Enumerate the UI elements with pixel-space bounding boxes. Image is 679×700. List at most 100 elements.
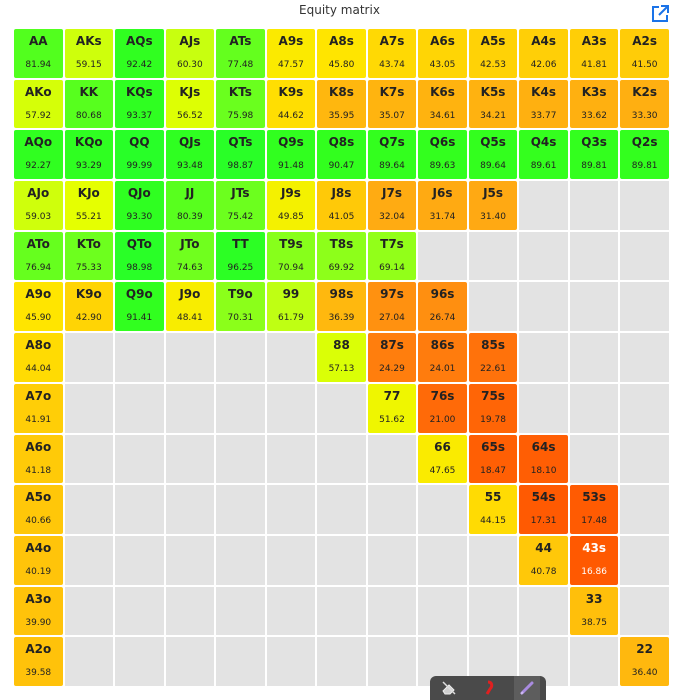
hand-cell[interactable]: 75s 19.78 bbox=[467, 382, 519, 434]
hand-cell[interactable]: 86s 24.01 bbox=[417, 332, 468, 383]
hand-cell[interactable]: AJo 59.03 bbox=[13, 180, 64, 231]
hand-cell[interactable]: 22 36.40 bbox=[619, 636, 670, 687]
hand-cell[interactable]: QJo 93.30 bbox=[114, 180, 165, 231]
hand-cell[interactable]: 64s 18.10 bbox=[518, 433, 569, 485]
hand-cell[interactable]: K8s 35.95 bbox=[316, 78, 367, 130]
hand-cell[interactable]: J9s 49.85 bbox=[265, 180, 317, 231]
hand-cell[interactable]: KQo 93.29 bbox=[63, 129, 115, 181]
hand-cell[interactable]: J6s 31.74 bbox=[417, 180, 468, 231]
eraser-button[interactable] bbox=[436, 676, 462, 700]
hand-cell[interactable]: T8s 69.92 bbox=[316, 230, 367, 282]
hand-cell[interactable]: Q2s 89.81 bbox=[619, 129, 670, 181]
hand-cell[interactable]: Q6s 89.63 bbox=[417, 129, 468, 181]
hand-cell[interactable]: A9s 47.57 bbox=[265, 28, 317, 79]
hand-cell[interactable]: AQo 92.27 bbox=[13, 129, 64, 181]
hand-cell[interactable]: AKs 59.15 bbox=[63, 28, 115, 79]
hand-cell[interactable]: T7s 69.14 bbox=[366, 230, 418, 282]
hand-cell[interactable]: A3s 41.81 bbox=[568, 28, 620, 79]
highlighter-button[interactable] bbox=[475, 676, 501, 700]
hand-cell[interactable]: A2s 41.50 bbox=[619, 28, 670, 79]
hand-cell[interactable]: ATs 77.48 bbox=[215, 28, 266, 79]
hand-cell[interactable]: Q4s 89.61 bbox=[518, 129, 569, 181]
hand-cell[interactable]: Q9s 91.48 bbox=[265, 129, 317, 181]
hand-cell[interactable]: K5s 34.21 bbox=[467, 78, 519, 130]
hand-cell[interactable]: 97s 27.04 bbox=[366, 281, 418, 333]
hand-cell[interactable]: J8s 41.05 bbox=[316, 180, 367, 231]
hand-cell[interactable]: KK 80.68 bbox=[63, 78, 115, 130]
hand-cell[interactable]: KQs 93.37 bbox=[114, 78, 165, 130]
hand-cell[interactable]: 66 47.65 bbox=[417, 433, 468, 485]
hand-cell[interactable]: 65s 18.47 bbox=[467, 433, 519, 485]
hand-cell[interactable]: K3s 33.62 bbox=[568, 78, 620, 130]
hand-cell[interactable]: QQ 99.99 bbox=[114, 129, 165, 181]
hand-cell[interactable]: 33 38.75 bbox=[568, 585, 620, 637]
hand-cell[interactable]: T9o 70.31 bbox=[215, 281, 266, 333]
hand-cell[interactable]: 88 57.13 bbox=[316, 332, 367, 383]
hand-cell[interactable]: KJo 55.21 bbox=[63, 180, 115, 231]
hand-cell[interactable]: QTs 98.87 bbox=[215, 129, 266, 181]
hand-cell[interactable]: 99 61.79 bbox=[265, 281, 317, 333]
hand-cell[interactable]: ATo 76.94 bbox=[13, 230, 64, 282]
hand-cell[interactable]: K6s 34.61 bbox=[417, 78, 468, 130]
hand-label: 76s bbox=[430, 388, 455, 403]
hand-cell[interactable]: T9s 70.94 bbox=[265, 230, 317, 282]
hand-cell[interactable]: 85s 22.61 bbox=[467, 332, 519, 383]
empty-cell bbox=[568, 433, 620, 485]
hand-cell[interactable]: Q5s 89.64 bbox=[467, 129, 519, 181]
empty-cell bbox=[568, 230, 620, 282]
hand-cell[interactable]: Q9o 91.41 bbox=[114, 281, 165, 333]
hand-cell[interactable]: A2o 39.58 bbox=[13, 636, 64, 687]
hand-cell[interactable]: J5s 31.40 bbox=[467, 180, 519, 231]
hand-cell[interactable]: A4s 42.06 bbox=[518, 28, 569, 79]
hand-cell[interactable]: A8s 45.80 bbox=[316, 28, 367, 79]
hand-cell[interactable]: 53s 17.48 bbox=[568, 484, 620, 535]
hand-cell[interactable]: KJs 56.52 bbox=[164, 78, 216, 130]
hand-cell[interactable]: K4s 33.77 bbox=[518, 78, 569, 130]
hand-cell[interactable]: 76s 21.00 bbox=[417, 382, 468, 434]
hand-cell[interactable]: AKo 57.92 bbox=[13, 78, 64, 130]
empty-cell bbox=[417, 585, 468, 637]
hand-cell[interactable]: K2s 33.30 bbox=[619, 78, 670, 130]
hand-cell[interactable]: AQs 92.42 bbox=[114, 28, 165, 79]
external-link-icon[interactable] bbox=[651, 5, 669, 23]
hand-cell[interactable]: JTo 74.63 bbox=[164, 230, 216, 282]
hand-cell[interactable]: 55 44.15 bbox=[467, 484, 519, 535]
hand-cell[interactable]: AA 81.94 bbox=[13, 28, 64, 79]
hand-cell[interactable]: Q3s 89.81 bbox=[568, 129, 620, 181]
hand-cell[interactable]: QTo 98.98 bbox=[114, 230, 165, 282]
hand-cell[interactable]: J9o 48.41 bbox=[164, 281, 216, 333]
hand-cell[interactable]: A5o 40.66 bbox=[13, 484, 64, 535]
hand-cell[interactable]: A6s 43.05 bbox=[417, 28, 468, 79]
hand-cell[interactable]: KTo 75.33 bbox=[63, 230, 115, 282]
equity-value: 44.15 bbox=[480, 516, 506, 527]
hand-cell[interactable]: A7s 43.74 bbox=[366, 28, 418, 79]
hand-cell[interactable]: Q8s 90.47 bbox=[316, 129, 367, 181]
pen-button[interactable] bbox=[513, 676, 540, 700]
hand-cell[interactable]: 54s 17.31 bbox=[518, 484, 569, 535]
hand-cell[interactable]: 98s 36.39 bbox=[316, 281, 367, 333]
hand-cell[interactable]: 87s 24.29 bbox=[366, 332, 418, 383]
hand-cell[interactable]: TT 96.25 bbox=[215, 230, 266, 282]
hand-cell[interactable]: JJ 80.39 bbox=[164, 180, 216, 231]
hand-cell[interactable]: K7s 35.07 bbox=[366, 78, 418, 130]
hand-cell[interactable]: A9o 45.90 bbox=[13, 281, 64, 333]
hand-cell[interactable]: K9o 42.90 bbox=[63, 281, 115, 333]
hand-cell[interactable]: KTs 75.98 bbox=[215, 78, 266, 130]
hand-cell[interactable]: JTs 75.42 bbox=[215, 180, 266, 231]
hand-cell[interactable]: AJs 60.30 bbox=[164, 28, 216, 79]
hand-cell[interactable]: K9s 44.62 bbox=[265, 78, 317, 130]
hand-cell[interactable]: Q7s 89.64 bbox=[366, 129, 418, 181]
hand-cell[interactable]: 44 40.78 bbox=[518, 534, 569, 586]
hand-cell[interactable]: A8o 44.04 bbox=[13, 332, 64, 383]
hand-label: AKo bbox=[24, 84, 52, 99]
hand-cell[interactable]: A3o 39.90 bbox=[13, 585, 64, 637]
hand-cell[interactable]: 77 51.62 bbox=[366, 382, 418, 434]
hand-cell[interactable]: 43s 16.86 bbox=[568, 534, 620, 586]
hand-cell[interactable]: A7o 41.91 bbox=[13, 382, 64, 434]
hand-cell[interactable]: J7s 32.04 bbox=[366, 180, 418, 231]
hand-cell[interactable]: A5s 42.53 bbox=[467, 28, 519, 79]
hand-cell[interactable]: QJs 93.48 bbox=[164, 129, 216, 181]
hand-cell[interactable]: A6o 41.18 bbox=[13, 433, 64, 485]
hand-cell[interactable]: 96s 26.74 bbox=[417, 281, 468, 333]
hand-cell[interactable]: A4o 40.19 bbox=[13, 534, 64, 586]
